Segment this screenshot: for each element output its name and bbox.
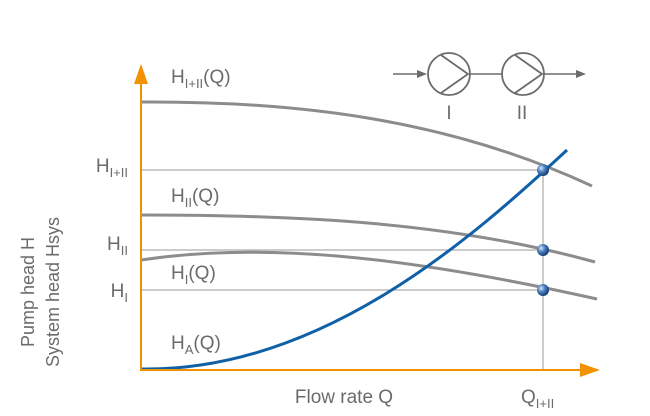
head-mark-pump2: HII — [107, 234, 128, 258]
curve-h-system — [140, 148, 569, 371]
pump-1-impeller-icon — [440, 54, 470, 94]
head-mark-combined: HI+II — [96, 156, 128, 180]
curve-label-h-pump2: HII(Q) — [171, 186, 219, 210]
y-axis-label-line1: Pump head H — [18, 237, 38, 347]
series-pump-schematic: I II — [393, 52, 586, 124]
operating-point-combined — [537, 164, 549, 176]
x-axis-label: Flow rate Q — [295, 387, 393, 408]
curve-label-h-system: HA(Q) — [171, 333, 221, 357]
curve-h-pump2 — [140, 213, 596, 264]
pump-label-2: II — [517, 103, 528, 124]
curve-h-pump1 — [140, 250, 598, 301]
curve-h-combined — [140, 100, 593, 188]
pump-2-icon — [501, 52, 545, 96]
x-mark-q-combined: QI+II — [521, 387, 554, 411]
y-axis-label-line2: System head Hsys — [43, 217, 63, 367]
head-mark-pump1: HI — [111, 281, 128, 305]
x-axis-arrowhead — [580, 363, 600, 377]
curve-label-h-combined: HI+II(Q) — [171, 67, 231, 91]
operating-point-pump2 — [537, 244, 549, 256]
pump-label-1: I — [446, 103, 451, 124]
operating-point-pump1 — [537, 284, 549, 296]
pump-2-impeller-icon — [514, 54, 544, 94]
y-axis-arrowhead — [134, 64, 148, 84]
pump-1-icon — [427, 52, 471, 96]
outlet-arrowhead — [576, 70, 586, 78]
curve-label-h-pump1: HI(Q) — [171, 263, 216, 287]
inlet-arrowhead — [417, 70, 427, 78]
